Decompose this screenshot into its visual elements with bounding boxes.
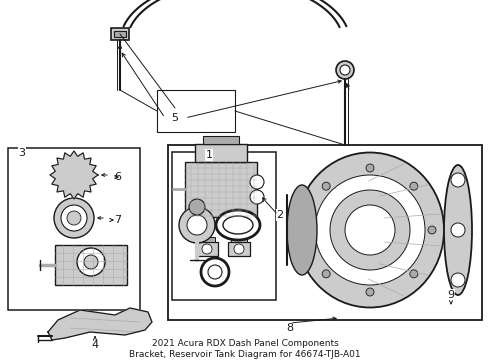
- Bar: [195, 144, 247, 162]
- Text: 6: 6: [115, 172, 122, 182]
- Text: 3: 3: [19, 148, 25, 158]
- Circle shape: [187, 215, 207, 235]
- Bar: [55, 245, 127, 285]
- Bar: [228, 242, 250, 256]
- Bar: [185, 162, 257, 217]
- Bar: [111, 28, 129, 40]
- Bar: [8, 148, 140, 310]
- Polygon shape: [50, 151, 98, 199]
- Ellipse shape: [296, 153, 444, 307]
- Ellipse shape: [444, 165, 472, 295]
- Circle shape: [340, 65, 350, 75]
- Circle shape: [189, 199, 205, 215]
- Circle shape: [250, 190, 264, 204]
- Circle shape: [366, 288, 374, 296]
- Text: 4: 4: [92, 340, 98, 350]
- Text: 8: 8: [287, 323, 294, 333]
- Circle shape: [304, 226, 312, 234]
- Circle shape: [68, 169, 80, 181]
- Ellipse shape: [287, 185, 317, 275]
- Circle shape: [410, 182, 418, 190]
- Circle shape: [54, 198, 94, 238]
- Bar: [114, 31, 126, 37]
- Ellipse shape: [223, 216, 253, 234]
- Circle shape: [410, 270, 418, 278]
- Circle shape: [428, 226, 436, 234]
- Text: 2: 2: [276, 210, 284, 220]
- Bar: [231, 237, 247, 242]
- Circle shape: [451, 223, 465, 237]
- Bar: [168, 145, 482, 320]
- Circle shape: [77, 320, 87, 330]
- Text: 5: 5: [172, 113, 178, 123]
- Bar: [199, 237, 215, 242]
- Bar: [172, 152, 276, 300]
- Circle shape: [62, 163, 86, 187]
- Ellipse shape: [216, 210, 260, 240]
- Bar: [157, 90, 235, 132]
- Circle shape: [451, 273, 465, 287]
- Circle shape: [330, 190, 410, 270]
- Text: 9: 9: [447, 290, 455, 300]
- Circle shape: [84, 255, 98, 269]
- Circle shape: [336, 61, 354, 79]
- Bar: [196, 242, 218, 256]
- Circle shape: [208, 265, 222, 279]
- Circle shape: [67, 211, 81, 225]
- Circle shape: [61, 205, 87, 231]
- Circle shape: [322, 182, 330, 190]
- Circle shape: [322, 270, 330, 278]
- Circle shape: [202, 244, 212, 254]
- Circle shape: [366, 164, 374, 172]
- Circle shape: [179, 207, 215, 243]
- Circle shape: [250, 175, 264, 189]
- Circle shape: [234, 244, 244, 254]
- Bar: [203, 136, 239, 144]
- Text: 7: 7: [115, 215, 122, 225]
- Circle shape: [315, 175, 425, 285]
- Text: 1: 1: [205, 150, 213, 160]
- Circle shape: [201, 258, 229, 286]
- Circle shape: [77, 248, 105, 276]
- Circle shape: [451, 173, 465, 187]
- Polygon shape: [48, 308, 152, 340]
- Circle shape: [130, 317, 140, 327]
- Circle shape: [345, 205, 395, 255]
- Text: 2021 Acura RDX Dash Panel Components
Bracket, Reservoir Tank Diagram for 46674-T: 2021 Acura RDX Dash Panel Components Bra…: [129, 339, 361, 359]
